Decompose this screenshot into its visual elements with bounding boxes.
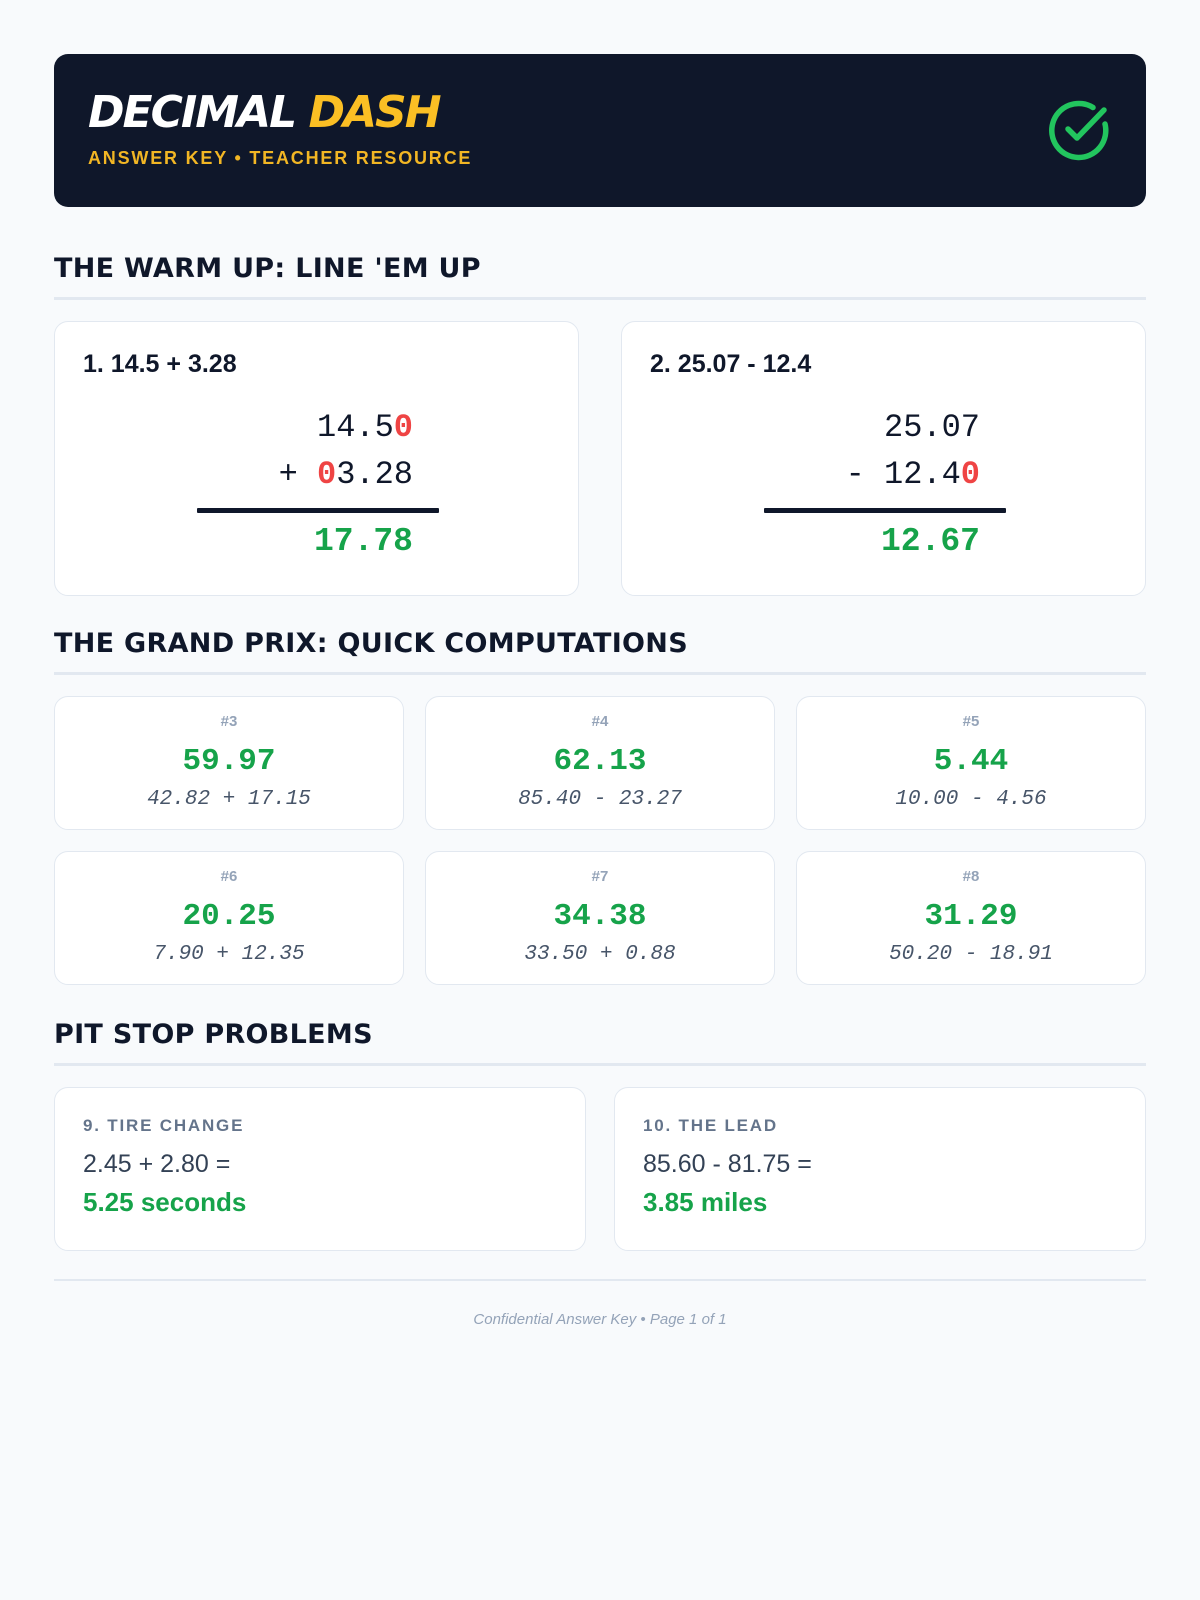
addend-top: 14.50	[197, 404, 439, 451]
trailing-zero: 0	[960, 456, 980, 493]
operator: +	[278, 456, 317, 493]
warmup-problems: 1. 14.5 + 3.28 14.50 + 03.28 17.78 2. 25…	[54, 321, 1146, 596]
warmup-divider	[54, 297, 1146, 300]
check-circle-icon	[1049, 100, 1109, 161]
word-problem-equation: 85.60 - 81.75 =	[643, 1150, 812, 1178]
problem-number: #7	[591, 868, 609, 885]
problem-label: 1. 14.5 + 3.28	[83, 350, 237, 378]
word-problem-label: 9. TIRE CHANGE	[83, 1116, 245, 1135]
answer-value: 59.97	[182, 744, 276, 779]
vertical-addition: 14.50 + 03.28 17.78	[197, 404, 439, 565]
word-problem-card-10: 10. THE LEAD 85.60 - 81.75 = 3.85 miles	[614, 1087, 1146, 1251]
digits: 14.5	[316, 409, 394, 446]
computation-card-6: #6 20.25 7.90 + 12.35	[54, 851, 404, 985]
grandprix-section-title: THE GRAND PRIX: QUICK COMPUTATIONS	[54, 628, 688, 659]
word-problem-answer: 3.85 miles	[643, 1187, 768, 1217]
footer-note: Confidential Answer Key • Page 1 of 1	[473, 1311, 727, 1328]
digits: 3.28	[336, 456, 413, 493]
digits: 12.4	[883, 456, 961, 493]
answer-value: 34.38	[553, 899, 647, 934]
answer-value: 62.13	[553, 744, 647, 779]
vertical-subtraction: 25.07 - 12.40 12.67	[764, 404, 1006, 565]
operator: -	[845, 456, 884, 493]
problem-number: #6	[220, 868, 238, 885]
computation-card-4: #4 62.13 85.40 - 23.27	[425, 696, 775, 830]
computation-card-3: #3 59.97 42.82 + 17.15	[54, 696, 404, 830]
problem-number: #4	[591, 713, 609, 730]
answer-value: 20.25	[182, 899, 276, 934]
brand-word-dash: DASH	[308, 87, 441, 138]
trailing-zero: 0	[393, 409, 413, 446]
answer-value: 17.78	[313, 523, 413, 560]
computation-card-7: #7 34.38 33.50 + 0.88	[425, 851, 775, 985]
problem-expression: 33.50 + 0.88	[524, 943, 676, 966]
computation-card-5: #5 5.44 10.00 - 4.56	[796, 696, 1146, 830]
computation-card-8: #8 31.29 50.20 - 18.91	[796, 851, 1146, 985]
word-problem-label: 10. THE LEAD	[643, 1116, 778, 1135]
problem-number: #5	[962, 713, 980, 730]
problem-number: #8	[962, 868, 980, 885]
difference-line	[764, 508, 1006, 513]
answer-value: 5.44	[933, 744, 1009, 779]
addend-bottom: + 03.28	[197, 451, 439, 498]
warmup-card-1: 1. 14.5 + 3.28 14.50 + 03.28 17.78	[54, 321, 579, 596]
pitstop-section-title: PIT STOP PROBLEMS	[54, 1019, 373, 1050]
problem-number: #3	[220, 713, 238, 730]
problem-expression: 50.20 - 18.91	[889, 943, 1053, 966]
word-problem-equation: 2.45 + 2.80 =	[83, 1150, 231, 1178]
pitstop-problems: 9. TIRE CHANGE 2.45 + 2.80 = 5.25 second…	[54, 1087, 1146, 1251]
grandprix-grid: #3 59.97 42.82 + 17.15 #4 62.13 85.40 - …	[54, 696, 1146, 985]
pitstop-divider	[54, 1063, 1146, 1066]
word-problem-answer: 5.25 seconds	[83, 1187, 247, 1217]
leading-zero: 0	[316, 456, 337, 493]
brand-logo: DECIMAL DASH	[88, 90, 1112, 136]
answer-value: 12.67	[880, 523, 980, 560]
brand-word-decimal: DECIMAL	[88, 87, 297, 138]
warmup-section-title: THE WARM UP: LINE 'EM UP	[54, 253, 481, 284]
warmup-card-2: 2. 25.07 - 12.4 25.07 - 12.40 12.67	[621, 321, 1146, 596]
problem-expression: 42.82 + 17.15	[147, 788, 311, 811]
problem-label: 2. 25.07 - 12.4	[650, 350, 812, 378]
problem-expression: 7.90 + 12.35	[153, 943, 305, 966]
sum-line	[197, 508, 439, 513]
header-banner: DECIMAL DASH ANSWER KEY • TEACHER RESOUR…	[54, 54, 1146, 207]
grandprix-divider	[54, 672, 1146, 675]
problem-expression: 10.00 - 4.56	[895, 788, 1047, 811]
word-problem-card-9: 9. TIRE CHANGE 2.45 + 2.80 = 5.25 second…	[54, 1087, 586, 1251]
problem-expression: 85.40 - 23.27	[518, 788, 682, 811]
answer-value: 31.29	[924, 899, 1018, 934]
footer-divider	[54, 1279, 1146, 1281]
subtrahend: - 12.40	[764, 451, 1006, 498]
minuend: 25.07	[764, 404, 1006, 451]
header-subtitle: ANSWER KEY • TEACHER RESOURCE	[88, 148, 473, 168]
digits: 25.07	[883, 409, 980, 446]
